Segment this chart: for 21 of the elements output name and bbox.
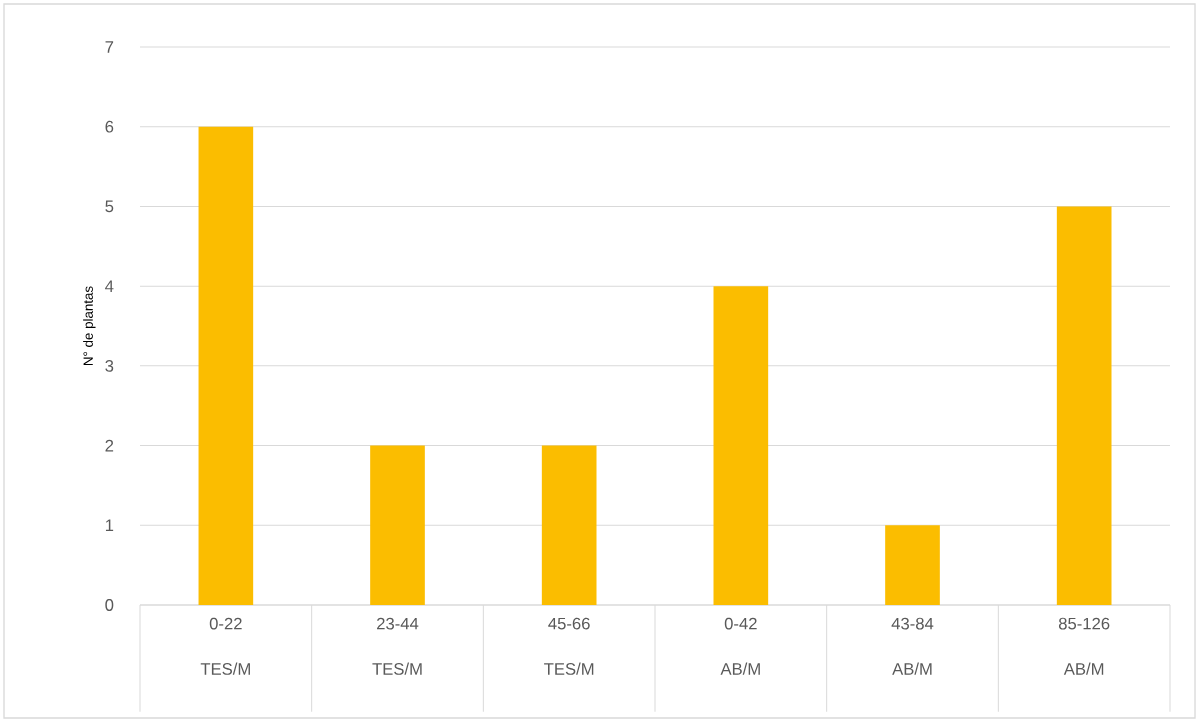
category-label: 85-126 AB/M <box>1058 617 1110 675</box>
y-tick-label: 2 <box>105 439 114 452</box>
bar <box>885 525 940 605</box>
bar <box>541 445 597 605</box>
category-label: 45-66 TES/M <box>544 617 594 675</box>
category-label: 23-44 TES/M <box>372 617 422 675</box>
y-tick-label: 7 <box>105 41 114 53</box>
category-label: 0-22 TES/M <box>200 617 250 675</box>
bar <box>1056 206 1112 605</box>
bar <box>370 445 425 605</box>
y-axis-title: N° de plantas <box>83 286 96 366</box>
bar <box>713 286 769 605</box>
y-tick-label: 3 <box>105 359 114 372</box>
category-label: 0-42 AB/M <box>720 617 760 675</box>
y-tick-label: 0 <box>105 599 114 611</box>
y-tick-label: 5 <box>105 200 114 213</box>
y-tick-label: 1 <box>105 519 114 532</box>
category-label: 43-84 AB/M <box>891 617 934 675</box>
y-tick-label: 6 <box>105 120 114 133</box>
y-tick-label: 4 <box>105 280 114 292</box>
bar <box>198 126 254 605</box>
